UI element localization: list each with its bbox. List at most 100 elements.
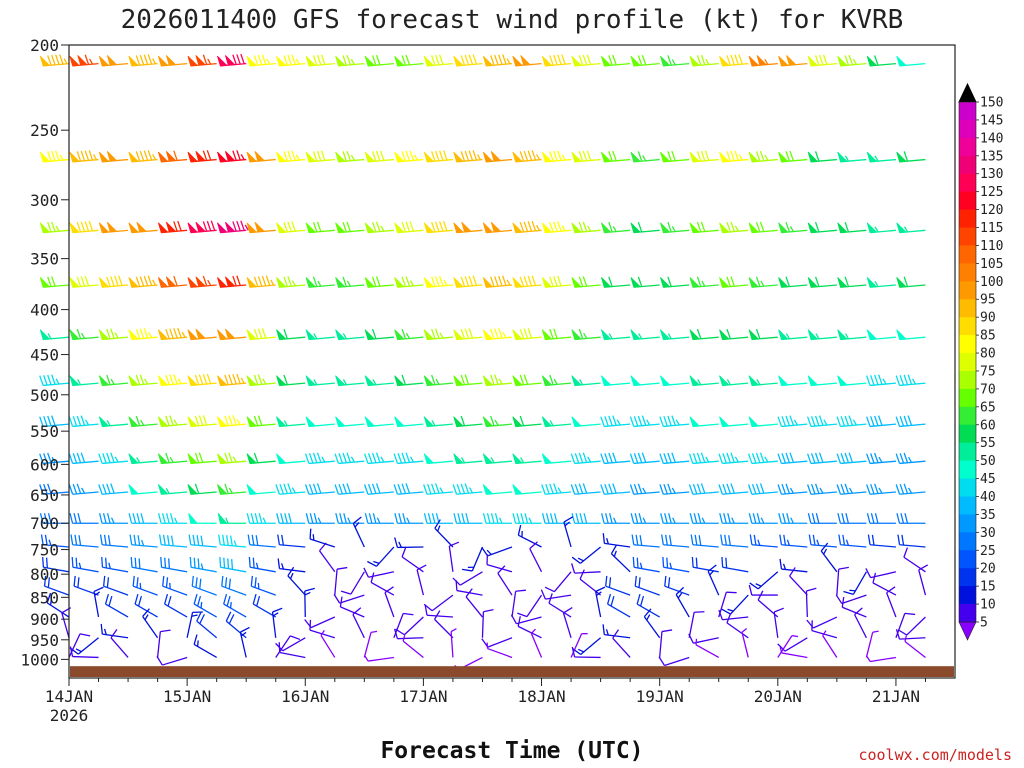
wind-barb (600, 415, 631, 428)
barb-feather (198, 452, 204, 463)
barb-feather (141, 539, 145, 547)
barb-shaft (773, 611, 779, 638)
barb-feather (523, 328, 529, 339)
wind-barb (511, 589, 526, 618)
barb-feather (530, 628, 536, 634)
barb-feather (494, 54, 499, 66)
barb-feather (281, 534, 284, 546)
barb-feather (696, 221, 702, 233)
barb-feather (375, 276, 381, 287)
wind-barb (68, 633, 91, 658)
barb-shaft (190, 566, 217, 573)
barb-flag (482, 329, 494, 340)
wind-barb (630, 221, 660, 234)
barb-feather (371, 328, 377, 339)
barb-feather (134, 593, 139, 605)
barb-feather (608, 151, 613, 162)
barb-feather (730, 221, 735, 232)
barb-flag (335, 222, 346, 234)
barb-flag (778, 277, 789, 288)
barb-feather (98, 484, 103, 495)
barb-feather (371, 452, 377, 463)
barb-feather (878, 487, 883, 494)
wind-barb (660, 150, 690, 163)
barb-flag (39, 277, 51, 288)
barb-feather (557, 221, 562, 232)
barb-shaft (393, 613, 404, 639)
barb-feather (253, 55, 259, 66)
barb-feather (308, 483, 314, 495)
barb-feather (435, 328, 440, 339)
wind-barb (634, 575, 660, 596)
wind-barb (364, 375, 394, 387)
barb-shaft (899, 637, 926, 640)
ground-fill (70, 666, 954, 677)
barb-flag (541, 329, 553, 340)
barb-feather (352, 607, 362, 615)
wind-barb (778, 375, 808, 387)
wind-barb (394, 513, 424, 524)
barb-flag (128, 375, 139, 386)
barb-flag (630, 277, 642, 288)
barb-flag (39, 329, 51, 340)
barb-feather (637, 452, 643, 463)
barb-shaft (836, 569, 840, 596)
barb-feather (46, 592, 52, 604)
barb-feather (498, 328, 503, 339)
wind-barb (807, 513, 837, 524)
wind-barb (187, 373, 217, 387)
barb-feather (316, 150, 322, 161)
barb-feather (280, 563, 285, 570)
wind-barb (517, 525, 542, 548)
colorbar-tick-label: 135 (980, 149, 1003, 164)
barb-feather (438, 275, 444, 287)
barb-feather (250, 513, 255, 524)
barb-feather (704, 150, 710, 161)
barb-feather (435, 221, 440, 232)
wind-barb (394, 221, 424, 234)
barb-feather (529, 541, 538, 550)
wind-barb (690, 534, 719, 548)
barb-shaft (805, 591, 808, 618)
barb-feather (842, 534, 846, 546)
wind-barb (423, 453, 453, 465)
barb-feather (136, 513, 141, 524)
barb-shaft (110, 637, 129, 658)
wind-barb (394, 276, 424, 288)
colorbar-swatch (959, 137, 976, 157)
wind-barb (193, 634, 217, 659)
wind-barb (895, 629, 926, 640)
wind-barb (481, 637, 513, 648)
barb-feather (671, 150, 676, 161)
wind-barb (837, 151, 867, 163)
barb-feather (51, 221, 56, 232)
barb-flag (195, 221, 207, 233)
y-tick-label: 800 (30, 565, 59, 584)
barb-feather (519, 328, 525, 339)
barb-feather (570, 563, 576, 574)
colorbar-swatch (959, 335, 976, 354)
barb-feather (280, 513, 284, 524)
barb-feather (605, 575, 608, 587)
barb-feather (313, 379, 318, 386)
barb-feather (563, 516, 574, 523)
barb-feather (587, 225, 592, 232)
barb-feather (43, 575, 47, 587)
barb-feather (39, 416, 44, 427)
wind-barb (102, 575, 129, 596)
barb-feather (756, 379, 761, 386)
colorbar-swatch (959, 227, 976, 246)
barb-feather (464, 328, 470, 339)
wind-barb (157, 220, 188, 234)
barb-feather (900, 513, 905, 524)
colorbar-tick-label: 75 (980, 364, 996, 379)
barb-feather (435, 378, 440, 385)
barb-feather (845, 513, 850, 524)
barb-feather (600, 453, 605, 464)
barb-shaft (43, 460, 70, 465)
barb-feather (257, 276, 263, 287)
barb-feather (865, 568, 872, 578)
barb-feather (844, 415, 850, 426)
barb-feather (165, 577, 169, 588)
wind-barb (512, 150, 542, 163)
